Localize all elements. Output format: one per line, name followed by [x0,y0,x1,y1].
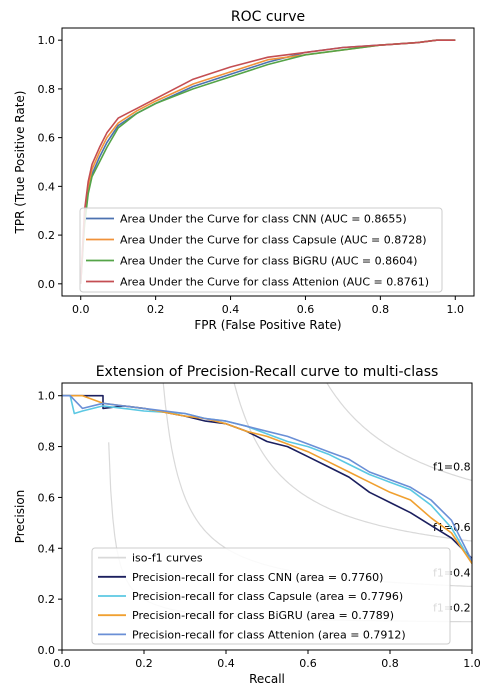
x-tick-label: 0.8 [372,303,390,316]
x-tick-label: 0.4 [222,303,240,316]
iso-f1-curve [233,383,472,542]
chart-title: ROC curve [231,9,305,25]
x-tick-label: 1.0 [447,303,465,316]
y-tick-label: 0.8 [38,441,56,454]
legend-box [91,547,451,645]
legend-box [79,207,443,293]
chart-title: Extension of Precision-Recall curve to m… [96,364,439,380]
x-tick-label: 1.0 [463,657,481,670]
series-group [79,39,456,284]
legend-label: Area Under the Curve for class Attenion … [120,276,429,289]
iso-f1-label: f1=0.8 [433,460,471,473]
y-tick-label: 0.0 [38,644,56,657]
y-tick-label: 0.6 [38,491,56,504]
x-tick-label: 0.2 [147,303,165,316]
x-tick-label: 0.2 [135,657,153,670]
roc-chart: ROC curve 0.0 0.2 0.4 0.6 0.8 1.0 0.0 0.2 0.4 0.6 0… [13,9,475,332]
series-group [62,394,472,564]
y-tick-label: 0.4 [38,542,56,555]
plot-frame [61,382,473,651]
plot-frame [61,27,475,297]
legend-label: Area Under the Curve for class CNN (AUC … [120,213,407,226]
y-tick-label: 0.8 [38,83,56,96]
series-line-3 [62,394,472,562]
x-axis-label: FPR (False Positive Rate) [194,318,341,332]
y-tick-label: 0.0 [38,278,56,291]
series-line-1 [62,394,472,564]
x-axis-label: Recall [249,672,285,686]
iso-f1-curve [326,383,472,482]
legend-label: Precision-recall for class BiGRU (area =… [132,609,394,622]
legend-label: Precision-recall for class CNN (area = 0… [132,571,383,584]
y-tick-label: 1.0 [38,34,56,47]
y-tick-label: 0.2 [38,229,56,242]
legend-label: Area Under the Curve for class Capsule (… [120,234,427,247]
series-line-0 [62,394,472,560]
y-axis-label: Precision [13,490,27,544]
x-tick-label: 0.6 [297,303,315,316]
precision-recall-chart: Extension of Precision-Recall curve to m… [13,364,481,686]
series-line-3 [79,39,456,284]
x-tick-label: 0.6 [299,657,317,670]
series-line-2 [62,394,472,564]
y-axis-label: TPR (True Positive Rate) [13,91,27,235]
x-tick-label: 0.4 [217,657,235,670]
legend-label: Precision-recall for class Attenion (are… [132,628,406,641]
legend-label: iso-f1 curves [132,552,203,565]
x-tick-label: 0.0 [53,657,71,670]
legend-label: Precision-recall for class Capsule (area… [132,590,403,603]
y-tick-label: 0.4 [38,180,56,193]
x-tick-label: 0.0 [72,303,90,316]
y-tick-label: 0.6 [38,132,56,145]
legend-label: Area Under the Curve for class BiGRU (AU… [120,255,417,268]
y-tick-label: 1.0 [38,390,56,403]
y-tick-label: 0.2 [38,593,56,606]
x-tick-label: 0.8 [381,657,399,670]
